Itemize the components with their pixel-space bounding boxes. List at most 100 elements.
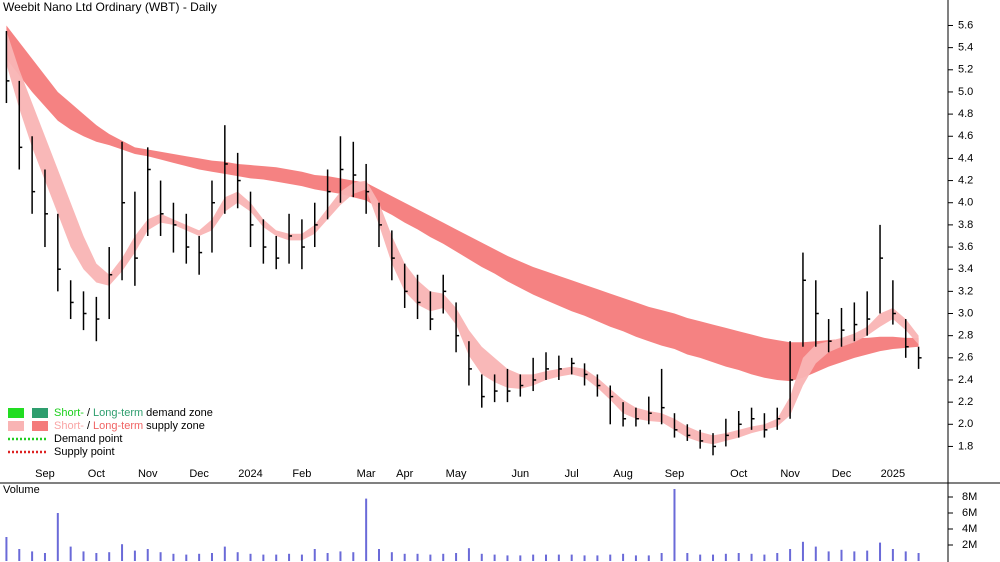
x-tick-label: Feb [292, 468, 311, 480]
volume-bar [686, 553, 689, 561]
volume-bar [198, 553, 201, 561]
legend-part: Demand point [54, 433, 123, 445]
legend-label: Short- / Long-term supply zone [54, 420, 205, 432]
volume-bar [262, 554, 265, 561]
volume-bar [609, 554, 612, 561]
volume-bar [776, 553, 779, 561]
bands [6, 25, 919, 445]
legend-part: Long-term [93, 407, 143, 419]
volume-bar [519, 555, 522, 561]
volume-bar [223, 546, 226, 561]
x-tick-label: Jun [511, 468, 529, 480]
y-tick-label: 4.6 [958, 130, 973, 142]
legend-label: Supply point [54, 446, 115, 458]
x-tick-label: 2024 [238, 468, 262, 480]
x-tick-label: 2025 [881, 468, 905, 480]
volume-bar [789, 549, 792, 561]
volume-bar [724, 553, 727, 561]
volume-bar [763, 554, 766, 561]
volume-bar [210, 553, 213, 561]
volume-bar [532, 554, 535, 561]
y-tick-label: 4.8 [958, 108, 973, 120]
legend-swatch [32, 421, 48, 431]
legend-part: Long-term [93, 420, 143, 432]
volume-bar [891, 549, 894, 561]
volume-bar [622, 553, 625, 561]
volume-bar [300, 554, 303, 561]
volume-bar [712, 554, 715, 561]
volume-bar [249, 553, 252, 561]
volume-bar [365, 498, 368, 561]
volume-bar [18, 549, 21, 561]
volume-bar [159, 552, 162, 561]
volume-bar [95, 553, 98, 561]
volume-bar [814, 546, 817, 561]
x-tick-label: Dec [189, 468, 209, 480]
volume-bar [377, 549, 380, 561]
x-tick-label: Nov [780, 468, 800, 480]
y-tick-label: 5.0 [958, 86, 973, 98]
volume-bar [699, 554, 702, 561]
x-tick-label: Aug [613, 468, 633, 480]
y-tick-label: 5.6 [958, 19, 973, 31]
volume-bar [634, 555, 637, 561]
legend-part: Short- [54, 407, 84, 419]
volume-bar [43, 553, 46, 561]
volume-bar [493, 554, 496, 561]
volume-bar [647, 555, 650, 561]
volume-bar [480, 553, 483, 561]
volume-bar [545, 554, 548, 561]
y-tick-label: 3.0 [958, 307, 973, 319]
volume-bar [737, 553, 740, 561]
volume-bar [69, 546, 72, 561]
volume-bar [403, 553, 406, 561]
volume-bar [853, 551, 856, 561]
legend-part: / [87, 407, 91, 419]
legend-swatch [8, 408, 24, 418]
volume-bar [236, 552, 239, 561]
legend-label: Demand point [54, 433, 123, 445]
legend-swatch [32, 408, 48, 418]
volume-bar [455, 553, 458, 561]
volume-bar [801, 541, 804, 561]
legend-label: Short- / Long-term demand zone [54, 407, 213, 419]
volume-bar [557, 554, 560, 561]
volume-bar [146, 549, 149, 561]
volume-bar [352, 552, 355, 561]
volume-bar [82, 551, 85, 561]
y-tick-label: 2.4 [958, 374, 973, 386]
volume-bar [172, 553, 175, 561]
y-tick-label: 4.4 [958, 152, 973, 164]
x-tick-label: Nov [138, 468, 158, 480]
x-tick-label: Sep [35, 468, 55, 480]
y-tick-label: 5.4 [958, 42, 973, 54]
volume-bar [866, 550, 869, 561]
volume-bar [917, 553, 920, 561]
y-tick-label: 2.6 [958, 352, 973, 364]
volume-bar [750, 553, 753, 561]
x-tick-label: Apr [396, 468, 413, 480]
volume-bar [108, 552, 111, 561]
volume-bar [904, 551, 907, 561]
y-tick-label: 2.2 [958, 396, 973, 408]
volume-bar [56, 513, 59, 561]
y-tick-label: 5.2 [958, 64, 973, 76]
x-tick-label: Oct [730, 468, 747, 480]
x-tick-label: Dec [832, 468, 852, 480]
chart-title: Weebit Nano Ltd Ordinary (WBT) - Daily [3, 0, 217, 14]
volume-bar [288, 553, 291, 561]
volume-bar [879, 542, 882, 561]
volume-bar [840, 549, 843, 561]
y-tick-label: 2M [962, 539, 977, 551]
volume-bar [429, 554, 432, 561]
y-tick-label: 8M [962, 491, 977, 503]
volume-bar [506, 555, 509, 561]
y-tick-label: 2.0 [958, 418, 973, 430]
legend-part: demand zone [146, 407, 213, 419]
volume-bar [673, 489, 676, 561]
volume-bar [5, 537, 8, 561]
y-tick-label: 3.6 [958, 241, 973, 253]
